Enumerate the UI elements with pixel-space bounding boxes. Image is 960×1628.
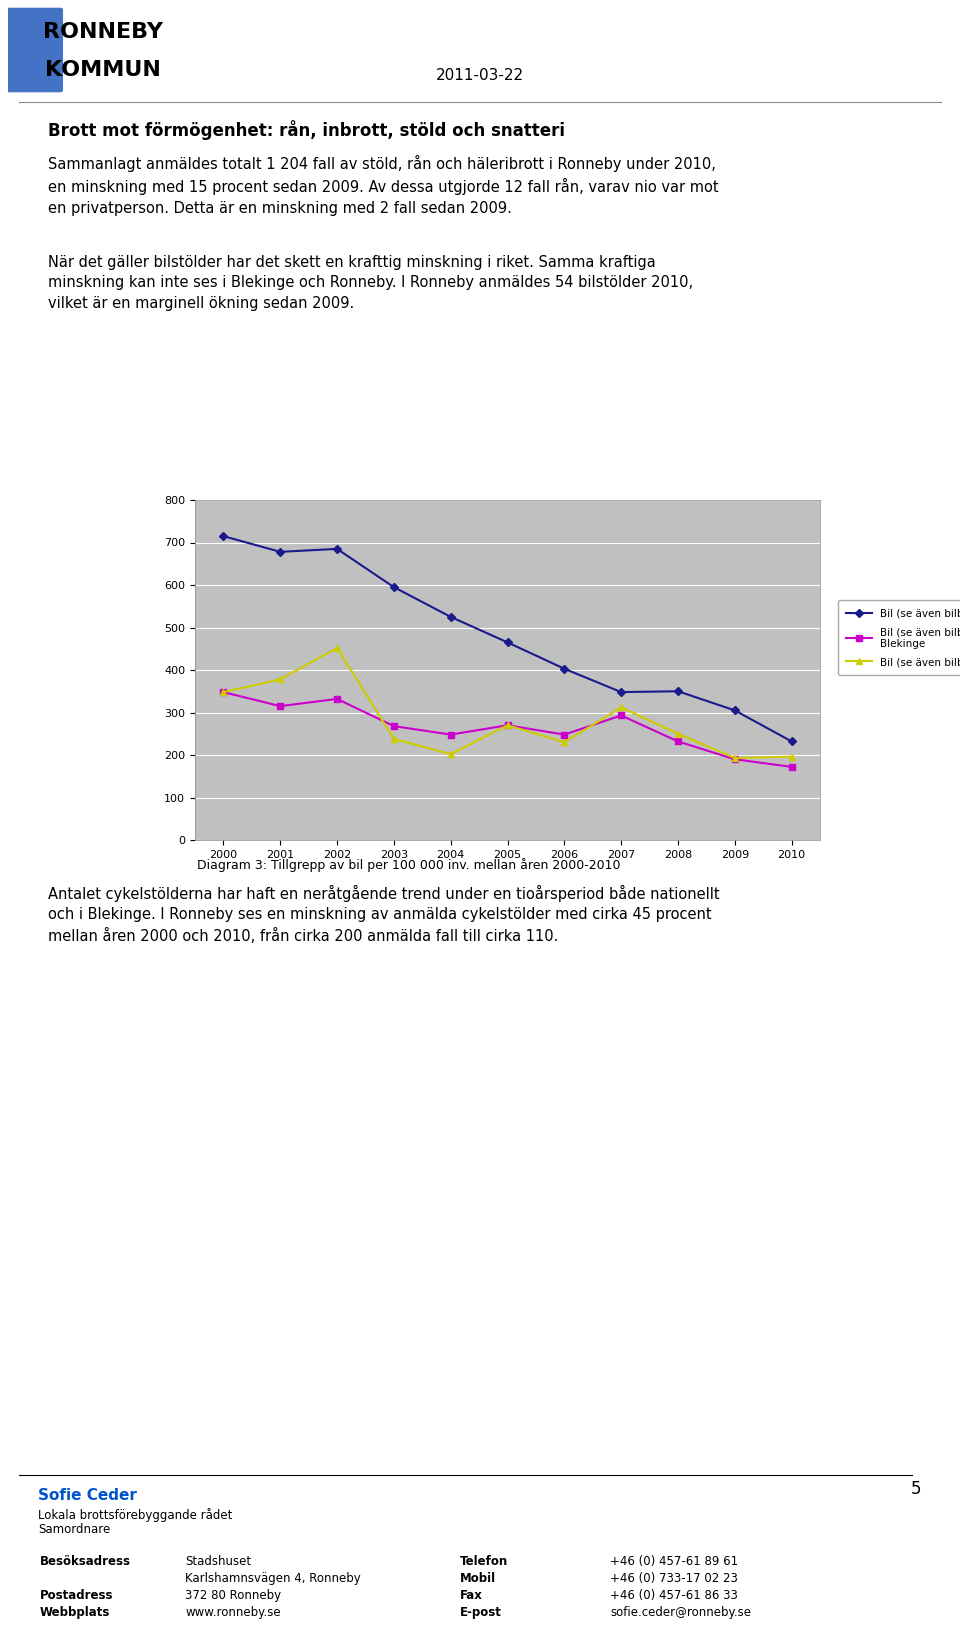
Text: När det gäller bilstölder har det skett en krafttig minskning i riket. Samma kra: När det gäller bilstölder har det skett … <box>48 256 693 311</box>
Text: Brott mot förmögenhet: rån, inbrott, stöld och snatteri: Brott mot förmögenhet: rån, inbrott, stö… <box>48 120 565 140</box>
Text: Mobil: Mobil <box>460 1573 496 1586</box>
Text: E-post: E-post <box>460 1605 502 1618</box>
Text: Stadshuset: Stadshuset <box>185 1555 252 1568</box>
Text: Samordnare: Samordnare <box>38 1524 110 1535</box>
Text: +46 (0) 733-17 02 23: +46 (0) 733-17 02 23 <box>610 1573 738 1586</box>
Text: Webbplats: Webbplats <box>40 1605 110 1618</box>
Text: Sammanlagt anmäldes totalt 1 204 fall av stöld, rån och häleribrott i Ronneby un: Sammanlagt anmäldes totalt 1 204 fall av… <box>48 155 719 217</box>
Text: Besöksadress: Besöksadress <box>40 1555 131 1568</box>
Text: +46 (0) 457-61 89 61: +46 (0) 457-61 89 61 <box>610 1555 738 1568</box>
Text: sofie.ceder@ronneby.se: sofie.ceder@ronneby.se <box>610 1605 751 1618</box>
Text: Lokala brottsförebyggande rådet: Lokala brottsförebyggande rådet <box>38 1508 232 1522</box>
Text: KOMMUN: KOMMUN <box>45 60 160 80</box>
Text: 2011-03-22: 2011-03-22 <box>436 68 524 83</box>
Text: Karlshamnsvägen 4, Ronneby: Karlshamnsvägen 4, Ronneby <box>185 1573 361 1586</box>
Text: 5: 5 <box>911 1480 922 1498</box>
Text: +46 (0) 457-61 86 33: +46 (0) 457-61 86 33 <box>610 1589 738 1602</box>
Text: www.ronneby.se: www.ronneby.se <box>185 1605 280 1618</box>
FancyBboxPatch shape <box>5 8 63 93</box>
Text: Postadress: Postadress <box>40 1589 113 1602</box>
Text: 372 80 Ronneby: 372 80 Ronneby <box>185 1589 281 1602</box>
Text: Diagram 3: Tillgrepp av bil per 100 000 inv. mellan åren 2000-2010: Diagram 3: Tillgrepp av bil per 100 000 … <box>197 858 620 873</box>
Text: Antalet cykelstölderna har haft en neråtgående trend under en tioårsperiod både : Antalet cykelstölderna har haft en neråt… <box>48 886 720 944</box>
Text: RONNEBY: RONNEBY <box>42 23 162 42</box>
Text: Sofie Ceder: Sofie Ceder <box>38 1488 137 1503</box>
Legend: Bil (se även bilbrott), Riket, Bil (se även bilbrott),
Blekinge, Bil (se även bi: Bil (se även bilbrott), Riket, Bil (se ä… <box>838 601 960 676</box>
Text: Telefon: Telefon <box>460 1555 508 1568</box>
Text: Fax: Fax <box>460 1589 483 1602</box>
